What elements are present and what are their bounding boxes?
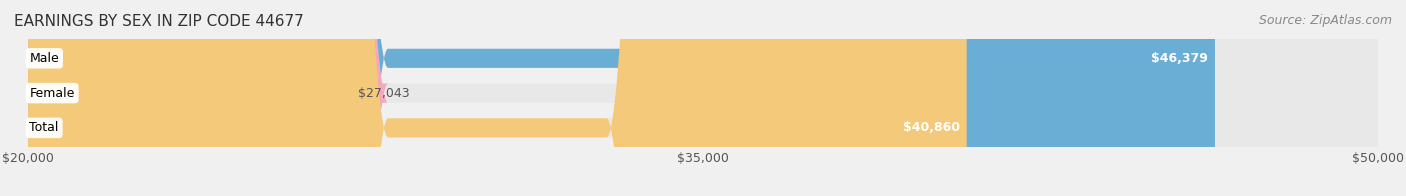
Text: $46,379: $46,379 [1152,52,1208,65]
FancyBboxPatch shape [0,0,388,196]
Text: $40,860: $40,860 [903,121,960,134]
Text: EARNINGS BY SEX IN ZIP CODE 44677: EARNINGS BY SEX IN ZIP CODE 44677 [14,14,304,29]
Text: Male: Male [30,52,59,65]
Text: Female: Female [30,87,75,100]
Text: Total: Total [30,121,59,134]
FancyBboxPatch shape [28,0,1378,196]
FancyBboxPatch shape [28,0,967,196]
FancyBboxPatch shape [28,0,1215,196]
FancyBboxPatch shape [28,0,1378,196]
FancyBboxPatch shape [28,0,1378,196]
Text: Source: ZipAtlas.com: Source: ZipAtlas.com [1258,14,1392,27]
Text: $27,043: $27,043 [359,87,411,100]
